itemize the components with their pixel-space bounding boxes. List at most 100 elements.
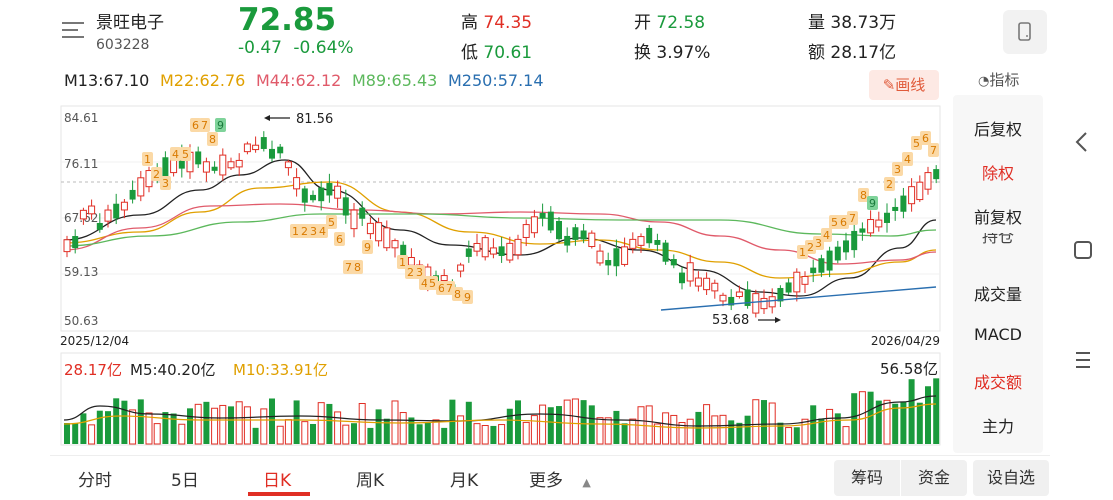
menu-lines-icon[interactable]: [62, 22, 84, 38]
candle: [728, 289, 735, 311]
candle: [260, 131, 267, 152]
volume-bar: [145, 412, 153, 445]
candle: [564, 227, 571, 253]
volume-bar: [334, 411, 342, 445]
menu-item-qianfuquan[interactable]: 前复权: [973, 208, 1022, 227]
stat-amount-label: 额: [808, 43, 825, 63]
volume-bar: [64, 423, 70, 444]
volume-bar: [719, 414, 727, 445]
candle: [235, 153, 243, 176]
candle: [686, 254, 694, 287]
menu-item-chuquan[interactable]: 除权: [981, 164, 1014, 183]
change-amount: -0.47: [238, 38, 282, 58]
ma44-legend: M44:62.12: [256, 71, 342, 90]
tab-monthly-k[interactable]: 月K: [450, 471, 479, 491]
svg-text:9: 9: [364, 241, 371, 254]
volume-bar: [162, 412, 169, 444]
sequence-badge: 6: [190, 118, 201, 132]
tab-daily-k[interactable]: 日K: [263, 471, 292, 491]
svg-text:6: 6: [840, 216, 847, 229]
tab-more[interactable]: 更多 ▲: [529, 466, 591, 491]
svg-text:2: 2: [301, 225, 308, 238]
candle: [637, 233, 645, 253]
tab-fenshi[interactable]: 分时: [78, 471, 112, 491]
ma89-legend: M89:65.43: [352, 71, 438, 90]
volume-bar: [358, 403, 366, 445]
volume-bar: [105, 411, 111, 444]
candle: [383, 220, 391, 252]
landscape-toggle-button[interactable]: [1003, 10, 1047, 54]
candle: [843, 232, 849, 260]
sequence-badge: 5: [180, 147, 191, 161]
candle: [342, 189, 349, 224]
sequence-badge: 2: [151, 167, 162, 181]
hamburger-icon[interactable]: [1070, 348, 1096, 372]
chevron-left-icon[interactable]: [1070, 130, 1096, 154]
menu-item-houfuquan[interactable]: 后复权: [973, 120, 1022, 139]
tab-5day[interactable]: 5日: [171, 471, 199, 491]
stat-turnover-label: 换: [634, 43, 651, 63]
svg-text:5: 5: [182, 148, 189, 161]
candle: [859, 222, 866, 241]
candle: [334, 180, 342, 208]
candle: [301, 185, 308, 212]
svg-text:1: 1: [399, 256, 406, 269]
candle: [924, 166, 932, 195]
volume-bar: [153, 423, 161, 445]
stat-high: 高 74.35: [461, 8, 532, 33]
candle: [269, 140, 275, 162]
candle: [670, 254, 677, 269]
sequence-badge: 9: [867, 196, 878, 210]
zijin-button[interactable]: 资金: [901, 460, 967, 496]
sequence-badge: 8: [858, 188, 869, 202]
candle: [63, 235, 71, 258]
add-watchlist-button[interactable]: 设自选: [973, 460, 1049, 496]
svg-text:4: 4: [319, 225, 326, 238]
volume-bar: [686, 418, 694, 445]
candle: [489, 238, 497, 259]
svg-text:9: 9: [869, 197, 876, 210]
menu-item-zhuli[interactable]: 主力: [981, 417, 1014, 436]
sequence-badge: 7: [847, 211, 858, 225]
tab-weekly-k[interactable]: 周K: [356, 471, 385, 491]
candle: [310, 190, 316, 203]
volume-bar: [925, 386, 931, 444]
volume-bar: [235, 401, 243, 445]
candle: [120, 199, 128, 219]
indicator-button[interactable]: ◔指标: [978, 69, 1019, 90]
sequence-badge: 9: [462, 290, 473, 304]
svg-text:5: 5: [913, 137, 920, 150]
volume-bar: [834, 413, 841, 444]
candle: [457, 262, 465, 278]
chouma-button[interactable]: 筹码: [834, 460, 900, 496]
candle: [481, 234, 489, 261]
sequence-badge: 5: [427, 276, 438, 290]
volume-max: 56.58亿: [880, 360, 938, 378]
sequence-badge: 2: [299, 224, 310, 238]
ma13-legend: M13:67.10: [64, 71, 150, 90]
draw-line-button[interactable]: ✎画线: [869, 70, 939, 100]
volume-bar: [260, 408, 268, 445]
menu-item-volume[interactable]: 成交量: [973, 285, 1022, 304]
menu-item-macd[interactable]: MACD: [974, 325, 1022, 344]
square-icon[interactable]: [1070, 238, 1096, 262]
candle: [195, 146, 202, 169]
candle: [900, 187, 907, 219]
volume-bar: [539, 404, 547, 445]
volume-bar: [515, 400, 521, 444]
candle: [694, 271, 702, 292]
volume-bar: [547, 407, 554, 444]
menu-item-chicang[interactable]: 持仓: [981, 233, 1014, 246]
stat-open: 开 72.58: [634, 8, 705, 33]
candle: [703, 272, 711, 296]
svg-text:7: 7: [345, 261, 352, 274]
volume-bar: [604, 417, 612, 445]
volume-bar: [883, 399, 891, 445]
volume-bar: [301, 421, 309, 445]
menu-item-amount[interactable]: 成交额: [973, 373, 1022, 392]
ma250-legend: M250:57.14: [448, 71, 544, 90]
candle: [514, 234, 522, 260]
volume-bar: [728, 420, 735, 444]
volume-bar: [588, 405, 595, 444]
